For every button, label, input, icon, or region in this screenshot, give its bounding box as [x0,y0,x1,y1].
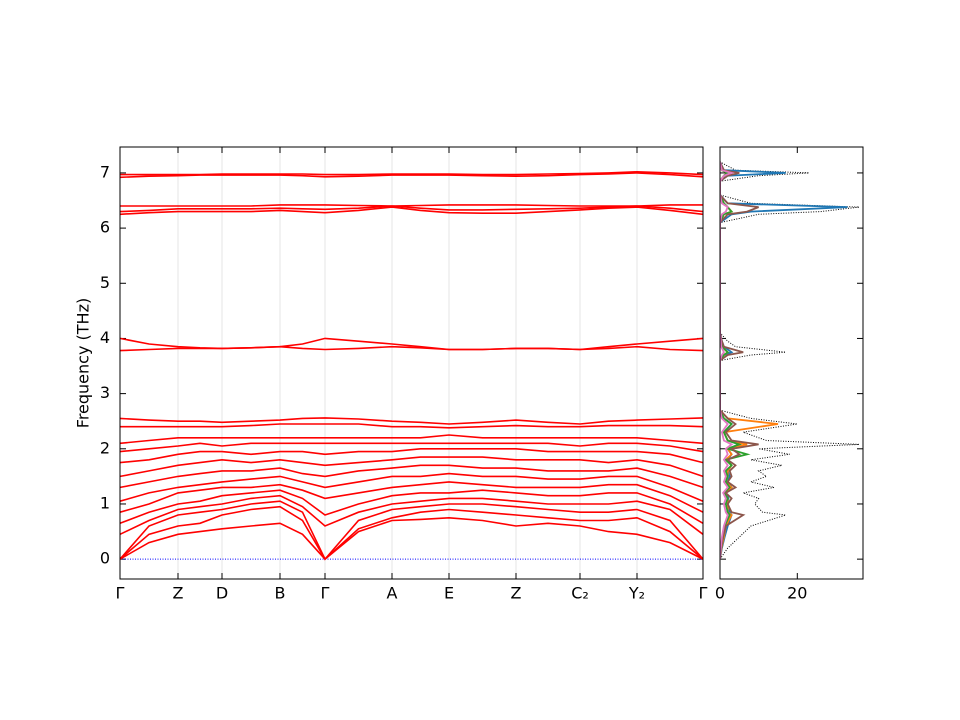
band-line [119,505,704,561]
band-line [119,464,704,489]
y-tick-label: 5 [100,273,110,292]
x-tick-label: E [444,584,454,603]
band-line [119,434,704,445]
band-line [119,494,704,536]
x-tick-label: C₂ [571,584,589,603]
band-line [120,423,704,429]
band-line [119,500,704,561]
y-tick-label: 1 [100,493,110,512]
x-tick-label: B [275,584,286,603]
x-tick-label: Γ [321,584,330,603]
y-tick-label: 6 [100,218,110,237]
y-tick-label: 4 [100,328,110,347]
y-tick-label: 0 [100,549,110,568]
band-line [119,442,704,453]
band-line [120,204,703,207]
band-line [120,170,704,176]
y-tick-label: 7 [100,162,110,181]
y-tick-label: 2 [100,438,110,457]
partial-dos-line [720,161,735,560]
band-line [119,516,704,561]
plot-frame [119,146,704,580]
y-axis-label: Frequency (THz) [74,298,93,428]
x-tick-label: D [216,584,228,603]
band-line [119,417,704,425]
band-line [119,481,704,513]
x-tick-label: Γ [699,584,708,603]
x-tick-label: 20 [787,584,807,603]
band-line [119,472,704,502]
x-tick-label: 0 [715,584,725,603]
x-tick-label: Y₂ [628,584,645,603]
band-line [119,337,704,352]
total-dos-line [720,161,860,560]
band-line [119,456,704,478]
band-line [119,489,704,525]
partial-dos-line [720,161,759,560]
band-line [119,206,704,216]
partial-dos-line [720,161,848,560]
plot-frame [719,146,864,580]
x-tick-label: Z [511,584,522,603]
x-tick-label: A [387,584,398,603]
x-tick-label: Z [173,584,184,603]
x-tick-label: Γ [116,584,125,603]
y-tick-label: 3 [100,383,110,402]
band-line [119,448,704,464]
